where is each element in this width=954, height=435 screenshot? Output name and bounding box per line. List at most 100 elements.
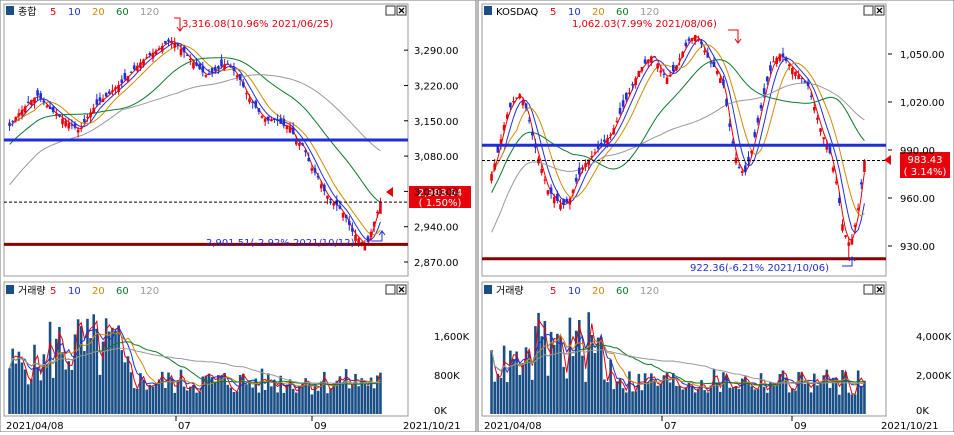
candle-body (179, 48, 183, 56)
kosdaq-window-buttons[interactable] (863, 5, 885, 16)
candle-body (665, 77, 669, 84)
candle-body (725, 98, 728, 106)
candle-body (584, 163, 587, 167)
volume-bar (803, 383, 807, 414)
volume-bar (160, 371, 164, 414)
volume-bar (838, 394, 841, 414)
candle-body (204, 75, 208, 77)
moving-average-line (9, 42, 381, 242)
volume-bar (210, 377, 214, 414)
candle-body (123, 73, 127, 80)
kosdaq-vol-ma120-label: 120 (640, 286, 659, 297)
volume-bar (33, 344, 36, 414)
volume-bar (195, 392, 198, 414)
candle-body (816, 117, 819, 120)
kospi-panel: 종합 5 10 20 60 120 3,316.08(10.96% 2021/0… (0, 0, 477, 433)
kosdaq-volume-label: 거래량 (496, 285, 524, 297)
volume-bar (559, 336, 562, 414)
candle-body (625, 92, 628, 100)
candle-body (151, 52, 155, 59)
kosdaq-current-price-tag: 983.43 ( 3.14%) (884, 152, 950, 178)
candle-body (145, 57, 148, 59)
kosdaq-header: KOSDAQ 5 10 20 60 120 (484, 6, 659, 18)
volume-bar (687, 382, 691, 414)
kospi-date-jul: 07 (178, 421, 191, 432)
volume-maximize-icon[interactable] (385, 284, 396, 295)
volume-bar (92, 314, 96, 414)
candle-body (310, 168, 314, 171)
candle-body (637, 71, 641, 77)
kosdaq-date-jul: 07 (664, 421, 677, 432)
volume-bar (543, 320, 547, 414)
volume-bar (744, 376, 747, 414)
candle-body (235, 75, 239, 78)
volume-bar (76, 319, 80, 414)
candle-body (238, 74, 242, 81)
kospi-vol-ma5-label: 5 (50, 286, 56, 297)
volume-tick-label: 0K (916, 406, 929, 417)
volume-bar (568, 317, 572, 414)
volume-bar (737, 388, 741, 414)
candle-body (298, 143, 301, 146)
kosdaq-ma5-label: 5 (550, 7, 556, 18)
candle-body (20, 109, 24, 116)
maximize-icon[interactable] (385, 5, 396, 16)
candle-body (213, 67, 217, 71)
volume-bar (762, 386, 766, 414)
volume-bar (335, 380, 339, 414)
volume-bar (712, 369, 716, 414)
candle-body (326, 195, 329, 199)
volume-bar (518, 374, 522, 414)
volume-bar (734, 385, 738, 414)
kospi-window-buttons[interactable] (385, 5, 407, 16)
candle-body (45, 105, 49, 108)
candle-body (111, 90, 114, 92)
candle-body (640, 66, 644, 72)
volume-bar (8, 368, 11, 414)
candle-body (512, 101, 515, 103)
volume-maximize-icon[interactable] (863, 284, 874, 295)
volume-bar (794, 390, 797, 414)
volume-bar (360, 378, 364, 414)
volume-bar (490, 350, 493, 414)
candle-body (36, 90, 39, 96)
candle-body (198, 63, 201, 70)
candle-body (48, 106, 52, 110)
candle-body (653, 56, 656, 58)
volume-bar (581, 355, 584, 414)
volume-bar (781, 370, 785, 414)
candle-body (756, 117, 760, 123)
volume-bar (650, 373, 653, 414)
volume-bar (238, 375, 242, 414)
volume-bar (831, 377, 835, 414)
candle-body (294, 140, 298, 145)
candle-body (646, 59, 650, 64)
volume-bar (791, 388, 794, 414)
volume-bar (719, 391, 722, 414)
kospi-date-sep: 09 (314, 421, 327, 432)
volume-bar (83, 351, 86, 414)
volume-bar (615, 381, 619, 414)
volume-bar (123, 362, 127, 414)
volume-bar (809, 392, 813, 414)
maximize-icon[interactable] (863, 5, 874, 16)
candle-body (376, 211, 379, 213)
volume-bar (204, 375, 208, 414)
candle-body (67, 123, 71, 129)
candle-body (220, 59, 223, 67)
volume-bar (612, 389, 616, 414)
candle-body (64, 120, 67, 127)
volume-bar (531, 379, 534, 414)
volume-bar (344, 369, 348, 414)
candle-body (781, 53, 785, 58)
volume-bar (825, 369, 829, 414)
volume-bar (316, 390, 320, 414)
volume-bar (775, 383, 778, 414)
volume-bar (332, 384, 335, 414)
kosdaq-panel: KOSDAQ 5 10 20 60 120 1,062.03(7.99% 202… (477, 0, 954, 433)
candle-body (750, 150, 753, 154)
candle-body (834, 181, 838, 184)
candle-body (132, 65, 136, 70)
volume-bar (354, 373, 357, 414)
kosdaq-price-axis: 1,050.00 1,020.00 990.00 960.00 930.00 (888, 50, 945, 253)
